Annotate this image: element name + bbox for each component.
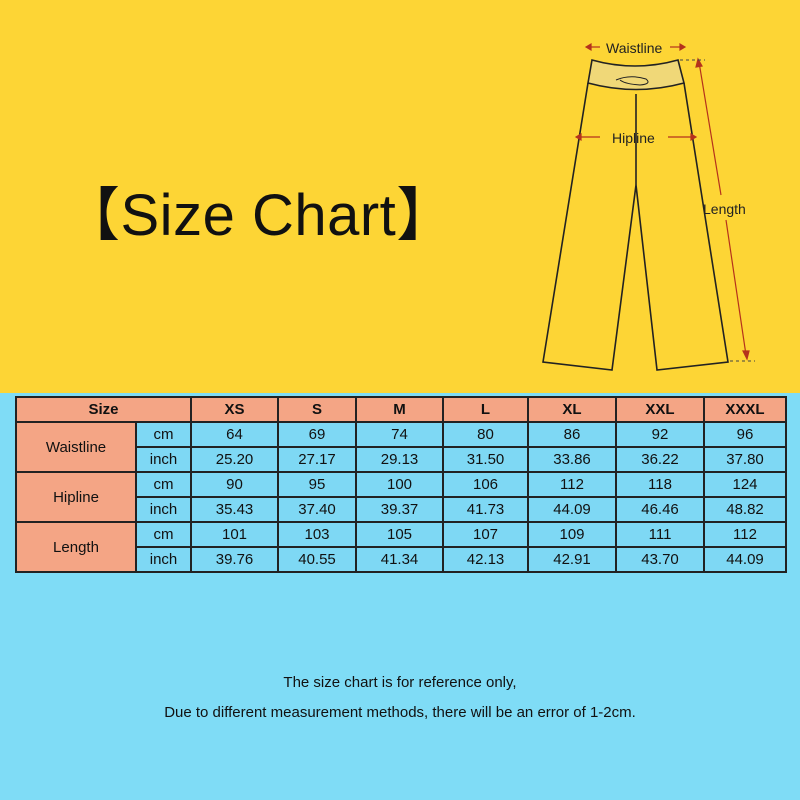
value-cell: 43.70 [615, 546, 706, 573]
value-cell: 44.09 [527, 496, 618, 523]
table-row: inch 39.76 40.55 41.34 42.13 42.91 43.70 44.09 [16, 546, 788, 573]
value-cell: 90 [190, 471, 280, 498]
value-cell: 37.80 [703, 446, 788, 473]
unit-cm: cm [134, 521, 193, 548]
value-cell: 112 [527, 471, 618, 498]
unit-cm: cm [134, 471, 193, 498]
value-cell: 31.50 [442, 446, 530, 473]
value-cell: 69 [277, 421, 358, 448]
value-cell: 103 [277, 521, 358, 548]
value-cell: 41.73 [442, 496, 530, 523]
value-cell: 101 [190, 521, 280, 548]
value-cell: 107 [442, 521, 530, 548]
size-header: Size [14, 396, 193, 423]
measure-arrows [574, 42, 750, 361]
value-cell: 41.34 [355, 546, 445, 573]
value-cell: 44.09 [703, 546, 788, 573]
note-error: Due to different measurement methods, th… [164, 704, 636, 721]
value-cell: 42.13 [442, 546, 530, 573]
size-xxl: XXL [615, 396, 706, 423]
value-cell: 48.82 [703, 496, 788, 523]
value-cell: 29.13 [355, 446, 445, 473]
pants-diagram [542, 42, 755, 371]
value-cell: 106 [442, 471, 530, 498]
value-cell: 64 [190, 421, 280, 448]
value-cell: 27.17 [277, 446, 358, 473]
unit-inch: inch [134, 496, 193, 523]
measure-waistline: Waistline [15, 421, 137, 473]
value-cell: 36.22 [615, 446, 706, 473]
length-label: Length [703, 201, 746, 217]
value-cell: 118 [615, 471, 706, 498]
value-cell: 39.37 [355, 496, 445, 523]
value-cell: 74 [355, 421, 445, 448]
value-cell: 37.40 [277, 496, 358, 523]
value-cell: 80 [442, 421, 530, 448]
measure-length: Length [15, 521, 137, 573]
hipline-label: Hipline [612, 130, 655, 146]
value-cell: 124 [703, 471, 788, 498]
waistline-label: Waistline [606, 40, 663, 56]
size-m: M [355, 396, 445, 423]
value-cell: 86 [527, 421, 618, 448]
value-cell: 100 [355, 471, 445, 498]
table-row: inch 35.43 37.40 39.37 41.73 44.09 46.46 48.82 [16, 496, 788, 523]
size-xs: XS [190, 396, 280, 423]
table-row: inch 25.20 27.17 29.13 31.50 33.86 36.22 37.80 [16, 446, 788, 473]
size-l: L [442, 396, 530, 423]
value-cell: 95 [277, 471, 358, 498]
value-cell: 46.46 [615, 496, 706, 523]
measure-hipline: Hipline [15, 471, 137, 523]
table-row: Waistline cm 64 69 74 80 86 92 96 [15, 421, 788, 473]
unit-inch: inch [134, 546, 193, 573]
value-cell: 112 [703, 521, 788, 548]
table-row: Hipline cm 90 95 100 106 112 118 124 [15, 471, 788, 523]
value-cell: 39.76 [190, 546, 280, 573]
value-cell: 40.55 [277, 546, 358, 573]
note-reference: The size chart is for reference only, [283, 674, 517, 691]
value-cell: 33.86 [527, 446, 618, 473]
drawstring [615, 76, 649, 86]
value-cell: 42.91 [527, 546, 618, 573]
value-cell: 35.43 [190, 496, 280, 523]
page-title: 【Size Chart】 [62, 183, 455, 248]
table-header-row: Size XS S M L XL XXL XXXL [14, 396, 788, 423]
size-table: Size XS S M L XL XXL XXXL Waistline cm 64 69 74 80 86 9… [14, 396, 788, 573]
value-cell: 105 [355, 521, 445, 548]
size-s: S [277, 396, 358, 423]
size-xl: XL [527, 396, 618, 423]
unit-cm: cm [134, 421, 193, 448]
value-cell: 111 [615, 521, 706, 548]
value-cell: 109 [527, 521, 618, 548]
size-xxxl: XXXL [703, 396, 788, 423]
value-cell: 92 [615, 421, 706, 448]
unit-inch: inch [134, 446, 193, 473]
value-cell: 25.20 [190, 446, 280, 473]
table-row: Length cm 101 103 105 107 109 111 112 [15, 521, 788, 573]
length-guides [680, 59, 755, 362]
value-cell: 96 [703, 421, 788, 448]
